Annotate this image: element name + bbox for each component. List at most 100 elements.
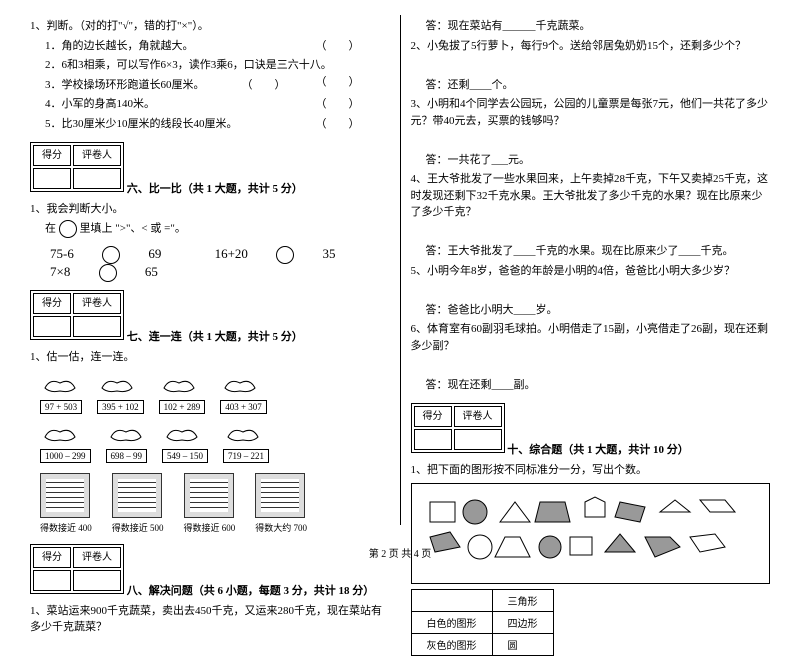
judge-item: 4．小军的身高140米。（ ） bbox=[45, 96, 390, 113]
circle-icon bbox=[276, 246, 294, 264]
judge-text: 3．学校操场环形跑道长60厘米。 bbox=[45, 79, 205, 91]
q6-1: 1、我会判断大小。 bbox=[30, 201, 390, 218]
spacer bbox=[411, 132, 771, 149]
score-row: 得分评卷人 六、比一比（共 1 大题，共计 5 分） bbox=[30, 142, 390, 198]
q5: 5、小明今年8岁，爸爸的年龄是小明的4倍，爸爸比小明大多少岁？ bbox=[411, 263, 771, 280]
spacer bbox=[411, 357, 771, 374]
score-table: 得分评卷人 bbox=[30, 142, 124, 192]
bird-label: 97 + 503 bbox=[40, 400, 82, 414]
answer-3: 答：一共花了___元。 bbox=[411, 152, 771, 169]
circle-icon bbox=[102, 246, 120, 264]
answer-4: 答：王大爷批发了____千克的水果。现在比原来少了____千克。 bbox=[411, 243, 771, 260]
th-quad: 四边形 bbox=[492, 612, 553, 634]
bird-label: 698 – 99 bbox=[106, 449, 148, 463]
building-item: 得数大约 700 bbox=[255, 473, 307, 534]
score-table: 得分评卷人 bbox=[30, 290, 124, 340]
q7-1: 1、估一估，连一连。 bbox=[30, 349, 390, 366]
paren: （ ） bbox=[316, 38, 360, 55]
building-row: 得数接近 400 得数接近 500 得数接近 600 得数大约 700 bbox=[40, 473, 390, 534]
empty-cell bbox=[33, 316, 71, 337]
score-cell: 得分 bbox=[414, 406, 452, 427]
q8-1: 1、菜站运来900千克蔬菜，卖出去450千克，又运来280千克，现在菜站有多少千… bbox=[30, 603, 390, 636]
empty-cell bbox=[454, 429, 502, 450]
bird-icon bbox=[97, 373, 137, 398]
building-label: 得数大约 700 bbox=[255, 521, 307, 534]
building-item: 得数接近 400 bbox=[40, 473, 92, 534]
building-label: 得数接近 600 bbox=[184, 521, 236, 534]
bird-item: 1000 – 299 bbox=[40, 422, 91, 463]
bird-label: 1000 – 299 bbox=[40, 449, 91, 463]
paren: （ ） bbox=[242, 77, 286, 94]
bird-row-2: 1000 – 299 698 – 99 549 – 150 719 – 221 bbox=[40, 422, 390, 463]
building-item: 得数接近 600 bbox=[184, 473, 236, 534]
bird-item: 719 – 221 bbox=[223, 422, 269, 463]
empty-cell bbox=[414, 429, 452, 450]
bird-icon bbox=[220, 373, 260, 398]
spacer bbox=[411, 57, 771, 74]
score-table: 得分评卷人 bbox=[411, 403, 505, 453]
score-cell: 得分 bbox=[33, 293, 71, 314]
bird-icon bbox=[106, 422, 146, 447]
empty-cell bbox=[33, 570, 71, 591]
math-expr: 7×8 65 bbox=[50, 264, 183, 279]
judge-text: 2．6和3相乘，可以写作6×3，读作3乘6，口诀是三六十八。 bbox=[45, 59, 332, 71]
expr: 16+20 bbox=[215, 246, 248, 261]
empty-cell bbox=[73, 168, 121, 189]
row-white: 白色的图形 bbox=[411, 612, 492, 634]
bird-icon bbox=[40, 373, 80, 398]
section-10-title: 十、综合题（共 1 大题，共计 10 分） bbox=[507, 444, 689, 456]
bird-item: 395 + 102 bbox=[97, 373, 144, 414]
judge-item: 5．比30厘米少10厘米的线段长40厘米。 （ ） bbox=[45, 116, 390, 133]
score-row: 得分评卷人 七、连一连（共 1 大题，共计 5 分） bbox=[30, 290, 390, 346]
math-expr: 75-6 69 bbox=[50, 246, 186, 261]
answer-5: 答：爸爸比小明大____岁。 bbox=[411, 302, 771, 319]
circle-icon bbox=[59, 220, 77, 238]
bird-icon bbox=[159, 373, 199, 398]
expr: 7×8 bbox=[50, 264, 70, 279]
q10-1: 1、把下面的图形按不同标准分一分，写出个数。 bbox=[411, 462, 771, 479]
judge-item: 1．角的边长越长，角就越大。 （ ） bbox=[45, 38, 390, 55]
building-icon bbox=[184, 473, 234, 518]
answer-2: 答：还剩____个。 bbox=[411, 77, 771, 94]
shapes-container bbox=[411, 483, 771, 584]
spacer bbox=[411, 224, 771, 241]
judge-text: 5．比30厘米少10厘米的线段长40厘米。 bbox=[45, 118, 238, 130]
q3: 3、小明和4个同学去公园玩，公园的儿童票是每张7元，他们一共花了多少元？带40元… bbox=[411, 96, 771, 129]
building-item: 得数接近 500 bbox=[112, 473, 164, 534]
bird-icon bbox=[40, 422, 80, 447]
expr: 65 bbox=[145, 264, 158, 279]
empty-cell bbox=[411, 590, 492, 612]
fill-text: 在 bbox=[45, 223, 59, 235]
expr: 35 bbox=[322, 246, 335, 261]
building-label: 得数接近 500 bbox=[112, 521, 164, 534]
bird-label: 102 + 289 bbox=[159, 400, 206, 414]
bird-item: 403 + 307 bbox=[220, 373, 267, 414]
classification-table: 三角形 白色的图形四边形 灰色的图形圆 bbox=[411, 589, 554, 656]
spacer bbox=[411, 282, 771, 299]
judge-heading: 1、判断。（对的打"√"，错的打"×"）。 bbox=[30, 18, 390, 35]
bird-label: 719 – 221 bbox=[223, 449, 269, 463]
section-8-title: 八、解决问题（共 6 小题，每题 3 分，共计 18 分） bbox=[127, 585, 375, 597]
judge-text: 1．角的边长越长，角就越大。 bbox=[45, 40, 194, 52]
building-label: 得数接近 400 bbox=[40, 521, 92, 534]
bird-item: 97 + 503 bbox=[40, 373, 82, 414]
bird-item: 698 – 99 bbox=[106, 422, 148, 463]
q2: 2、小兔拔了5行萝卜，每行9个。送给邻居兔奶奶15个，还剩多少个？ bbox=[411, 38, 771, 55]
judge-list: 1．角的边长越长，角就越大。 （ ） 2．6和3相乘，可以写作6×3，读作3乘6，… bbox=[30, 38, 390, 133]
grader-cell: 评卷人 bbox=[73, 293, 121, 314]
empty-cell bbox=[33, 168, 71, 189]
page-container: 1、判断。（对的打"√"，错的打"×"）。 1．角的边长越长，角就越大。 （ ） … bbox=[0, 0, 800, 540]
page-footer: 第 2 页 共 4 页 bbox=[0, 545, 800, 560]
answer-1: 答：现在菜站有______千克蔬菜。 bbox=[411, 18, 771, 35]
bird-icon bbox=[162, 422, 202, 447]
paren: （ ） bbox=[316, 116, 360, 133]
fill-text: 里填上 ">"、< 或 ="。 bbox=[77, 223, 186, 235]
right-column: 答：现在菜站有______千克蔬菜。 2、小兔拔了5行萝卜，每行9个。送给邻居兔… bbox=[401, 15, 781, 525]
math-expr: 16+20 35 bbox=[215, 246, 361, 261]
math-comparison-row: 75-6 69 16+20 35 7×8 65 bbox=[50, 246, 390, 282]
judge-item: 2．6和3相乘，可以写作6×3，读作3乘6，口诀是三六十八。（ ） bbox=[45, 57, 390, 74]
bird-row-1: 97 + 503 395 + 102 102 + 289 403 + 307 bbox=[40, 373, 390, 414]
paren: （ ） bbox=[316, 96, 360, 113]
building-icon bbox=[112, 473, 162, 518]
section-6-title: 六、比一比（共 1 大题，共计 5 分） bbox=[127, 183, 303, 195]
